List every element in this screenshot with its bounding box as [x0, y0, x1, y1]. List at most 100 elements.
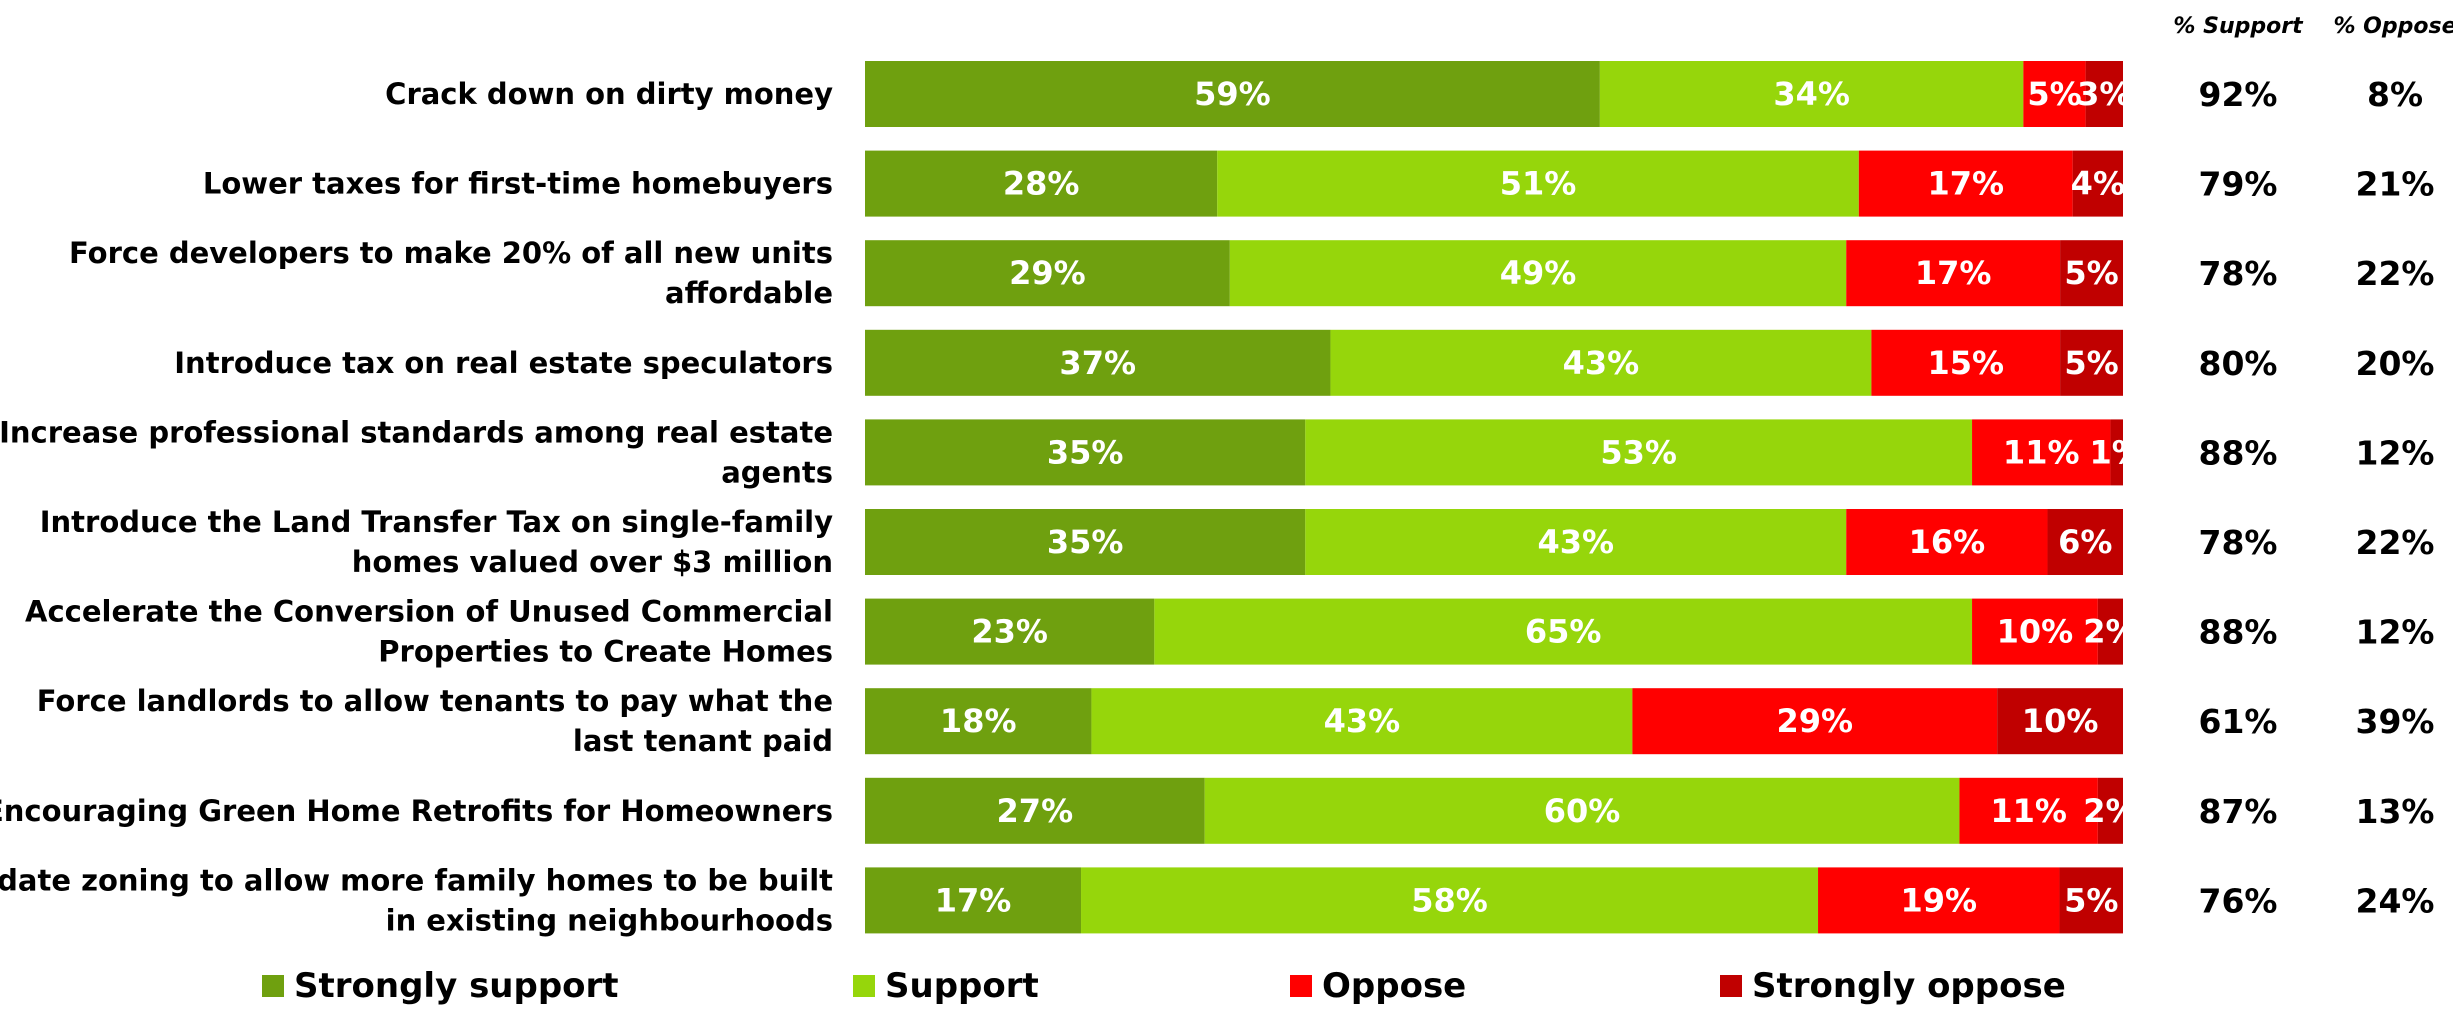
bar-segment [865, 777, 1205, 844]
oppose-total: 39% [2356, 702, 2435, 741]
bar-value-label: 17% [1927, 165, 2004, 203]
oppose-total: 24% [2356, 881, 2435, 920]
legend-label: Strongly support [294, 966, 619, 1006]
oppose-total: 13% [2356, 792, 2435, 831]
bar-segment [2047, 509, 2123, 575]
bar-value-label: 5% [2064, 254, 2118, 292]
support-column-header: % Support [2173, 14, 2304, 39]
bar-segment [1632, 688, 1998, 755]
bar-segment [1997, 688, 2123, 755]
bar-segment [1599, 61, 2024, 127]
bar-segment [1305, 509, 1847, 575]
bar-value-label: 4% [2071, 165, 2125, 203]
legend-swatch [1720, 975, 1742, 997]
category-label: Introduce the Land Transfer Tax on singl… [40, 505, 833, 579]
bar-value-label: 11% [1990, 792, 2067, 830]
bar-segment [1972, 598, 2098, 665]
legend-swatch [1290, 975, 1312, 997]
bar-segment [2110, 419, 2123, 486]
bar-value-label: 3% [2077, 75, 2131, 113]
bar-value-label: 10% [1997, 613, 2074, 651]
support-total: 88% [2199, 433, 2278, 472]
bar-value-label: 51% [1500, 165, 1577, 203]
bar-segment [865, 598, 1155, 665]
oppose-total: 12% [2356, 613, 2435, 652]
bar-value-label: 28% [1003, 165, 1080, 203]
oppose-column-header: % Oppose [2333, 14, 2453, 39]
legend-label: Support [885, 966, 1039, 1006]
category-label: Update zoning to allow more family homes… [0, 863, 833, 937]
bar-value-label: 10% [2022, 702, 2099, 740]
bar-segment [1871, 329, 2061, 396]
support-total: 61% [2199, 702, 2278, 741]
bar-value-label: 17% [935, 881, 1012, 919]
oppose-total: 22% [2356, 254, 2435, 293]
bar-value-label: 29% [1009, 254, 1086, 292]
bar-value-label: 15% [1927, 344, 2004, 382]
category-label: Force developers to make 20% of all new … [69, 236, 833, 310]
bar-value-label: 29% [1776, 702, 1853, 740]
bar-value-label: 35% [1047, 523, 1124, 561]
oppose-total: 12% [2356, 433, 2435, 472]
bar-segment [1305, 419, 1973, 486]
bar-value-label: 18% [940, 702, 1017, 740]
bar-segment [1959, 777, 2098, 844]
bar-segment [1858, 150, 2073, 217]
support-total: 80% [2199, 344, 2278, 383]
bar-segment [2059, 867, 2123, 934]
bar-segment [2060, 240, 2123, 307]
bar-value-label: 37% [1059, 344, 1136, 382]
bar-value-label: 35% [1047, 433, 1124, 471]
bar-segment [1217, 150, 1859, 217]
bar-value-label: 1% [2090, 433, 2144, 471]
bar-segment [865, 240, 1230, 307]
bar-segment [865, 867, 1082, 934]
bar-value-label: 65% [1525, 613, 1602, 651]
bar-segment [865, 509, 1306, 575]
bar-value-label: 43% [1537, 523, 1614, 561]
oppose-total: 8% [2367, 75, 2423, 114]
bar-segment [865, 150, 1218, 217]
bar-value-label: 27% [997, 792, 1074, 830]
bar-value-label: 53% [1600, 433, 1677, 471]
bar-value-label: 5% [2064, 881, 2118, 919]
bar-value-label: 34% [1773, 75, 1850, 113]
bar-value-label: 59% [1194, 75, 1271, 113]
bar-segment [2097, 598, 2123, 665]
bar-value-label: 43% [1563, 344, 1640, 382]
bar-value-label: 17% [1915, 254, 1992, 292]
bar-segment [865, 419, 1306, 486]
bar-value-label: 11% [2003, 433, 2080, 471]
bar-segment [2097, 777, 2123, 844]
bar-segment [1818, 867, 2060, 934]
category-label: Encouraging Green Home Retrofits for Hom… [0, 794, 833, 828]
category-label: Accelerate the Conversion of Unused Comm… [25, 595, 833, 669]
bar-segment [865, 688, 1092, 755]
bar-value-label: 60% [1544, 792, 1621, 830]
bar-value-label: 19% [1900, 881, 1977, 919]
support-total: 76% [2199, 881, 2278, 920]
bar-segment [1330, 329, 1872, 396]
support-total: 88% [2199, 613, 2278, 652]
bar-value-label: 16% [1909, 523, 1986, 561]
bar-segment [1846, 509, 2048, 575]
legend-swatch [262, 975, 284, 997]
bar-segment [1972, 419, 2111, 486]
bar-value-label: 6% [2058, 523, 2112, 561]
oppose-total: 22% [2356, 523, 2435, 562]
bar-value-label: 2% [2083, 792, 2137, 830]
bar-segment [1229, 240, 1847, 307]
support-total: 78% [2199, 254, 2278, 293]
bar-segment [2023, 61, 2086, 127]
bar-segment [2060, 329, 2123, 396]
bar-value-label: 2% [2083, 613, 2137, 651]
bar-value-label: 23% [971, 613, 1048, 651]
bar-value-label: 5% [2064, 344, 2118, 382]
support-total: 87% [2199, 792, 2278, 831]
support-total: 79% [2199, 165, 2278, 204]
bar-value-label: 58% [1411, 881, 1488, 919]
oppose-total: 21% [2356, 165, 2435, 204]
category-label: Introduce tax on real estate speculators [174, 346, 833, 380]
support-total: 78% [2199, 523, 2278, 562]
